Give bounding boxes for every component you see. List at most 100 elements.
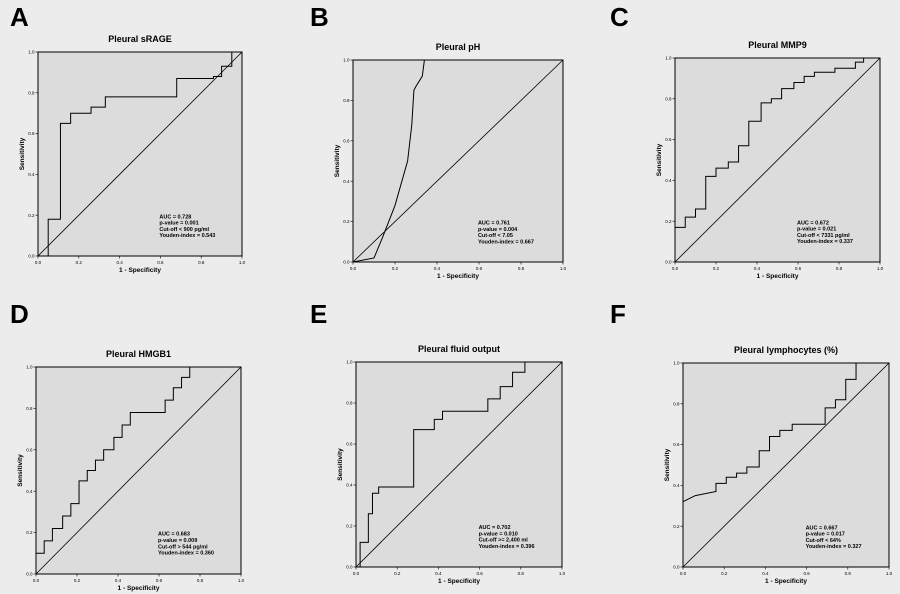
y-tick-label: 1.0 bbox=[673, 361, 680, 366]
x-tick-label: 1.0 bbox=[877, 266, 884, 271]
y-tick-label: 0.2 bbox=[665, 219, 672, 224]
y-tick-label: 0.0 bbox=[673, 565, 680, 570]
y-tick-label: 1.0 bbox=[665, 56, 672, 61]
panel-letter: C bbox=[610, 2, 629, 32]
x-tick-label: 0.0 bbox=[35, 260, 42, 265]
x-tick-label: 0.8 bbox=[198, 260, 205, 265]
y-tick-label: 0.6 bbox=[26, 447, 33, 452]
reference-line bbox=[37, 51, 243, 257]
stat-line: AUC = 0.702 bbox=[479, 525, 511, 531]
x-tick-label: 0.6 bbox=[476, 266, 483, 271]
y-tick-label: 0.4 bbox=[673, 483, 680, 488]
panel-d: D Pleural HMGB1 0.0 0.0 0.2 0.2 0.4 0.4 0.6 0.6 0… bbox=[0, 297, 300, 594]
reference-line bbox=[35, 366, 242, 575]
y-tick-label: 0.6 bbox=[346, 442, 353, 447]
y-tick-label: 0.4 bbox=[346, 483, 353, 488]
y-tick-label: 0.2 bbox=[346, 524, 353, 529]
y-tick-label: 0.8 bbox=[28, 90, 35, 95]
x-tick-label: 0.6 bbox=[795, 266, 802, 271]
panel-letter: E bbox=[310, 299, 328, 329]
panel-letter: F bbox=[610, 299, 626, 329]
stat-line: AUC = 0.728 bbox=[159, 214, 191, 220]
chart-title: Pleural lymphocytes (%) bbox=[734, 345, 838, 355]
y-tick-label: 0.6 bbox=[665, 137, 672, 142]
roc-curve bbox=[38, 51, 242, 257]
chart-title: Pleural pH bbox=[436, 42, 481, 52]
x-tick-label: 0.8 bbox=[845, 571, 852, 576]
x-tick-label: 0.8 bbox=[836, 266, 843, 271]
x-axis-label: 1 - Specificity bbox=[118, 585, 160, 592]
x-tick-label: 0.2 bbox=[713, 266, 720, 271]
y-tick-label: 0.4 bbox=[28, 172, 35, 177]
roc-curve bbox=[674, 57, 880, 262]
stat-line: AUC = 0.667 bbox=[806, 525, 838, 531]
reference-line bbox=[674, 57, 881, 263]
reference-line bbox=[355, 361, 563, 568]
y-axis-label: Sensitivity bbox=[17, 454, 24, 487]
x-tick-label: 0.4 bbox=[762, 571, 769, 576]
x-tick-label: 0.4 bbox=[434, 266, 441, 271]
chart-title: Pleural sRAGE bbox=[108, 34, 172, 44]
x-tick-label: 1.0 bbox=[560, 266, 567, 271]
stat-line: p-value = 0.010 bbox=[479, 531, 518, 537]
panel-letter: B bbox=[310, 2, 329, 32]
stat-line: AUC = 0.761 bbox=[478, 221, 510, 227]
stat-line: Youden-index = 0.543 bbox=[159, 233, 215, 239]
y-tick-label: 0.6 bbox=[673, 442, 680, 447]
y-tick-label: 0.8 bbox=[665, 96, 672, 101]
x-tick-label: 0.0 bbox=[353, 571, 360, 576]
stat-line: Youden-index = 0.327 bbox=[806, 544, 862, 550]
reference-line bbox=[352, 59, 564, 263]
y-axis-label: Sensitivity bbox=[656, 143, 663, 176]
x-tick-label: 0.4 bbox=[116, 260, 123, 265]
y-tick-label: 0.2 bbox=[28, 213, 35, 218]
x-tick-label: 1.0 bbox=[239, 260, 246, 265]
x-tick-label: 0.0 bbox=[33, 578, 40, 583]
stat-line: p-value = 0.021 bbox=[797, 227, 836, 233]
panel-e: E Pleural fluid output 0.0 0.0 0.2 0.2 0.4 0.4… bbox=[300, 297, 600, 594]
x-tick-label: 0.8 bbox=[197, 578, 204, 583]
x-tick-label: 0.6 bbox=[156, 578, 163, 583]
x-tick-label: 0.6 bbox=[157, 260, 164, 265]
y-tick-label: 1.0 bbox=[28, 50, 35, 55]
y-tick-label: 0.8 bbox=[343, 98, 350, 103]
x-tick-label: 0.8 bbox=[518, 266, 525, 271]
stat-line: p-value = 0.009 bbox=[158, 538, 197, 544]
x-tick-label: 1.0 bbox=[238, 578, 245, 583]
chart-title: Pleural fluid output bbox=[418, 344, 500, 354]
x-tick-label: 0.4 bbox=[435, 571, 442, 576]
y-axis-label: Sensitivity bbox=[19, 137, 26, 170]
panel-b: B Pleural pH 0.0 0.0 0.2 0.2 0.4 0.4 0.6 0.6 0.8 0… bbox=[300, 0, 600, 297]
stat-line: p-value = 0.001 bbox=[159, 221, 198, 227]
x-tick-label: 0.2 bbox=[394, 571, 401, 576]
panel-a: A Pleural sRAGE 0.0 0.0 0.2 0.2 0.4 0.4 0.6 0.6 0… bbox=[0, 0, 300, 297]
x-axis-label: 1 - Specificity bbox=[438, 578, 480, 585]
chart-title: Pleural MMP9 bbox=[748, 40, 807, 50]
y-tick-label: 0.6 bbox=[343, 138, 350, 143]
y-tick-label: 0.4 bbox=[665, 178, 672, 183]
roc-chart-f: Pleural lymphocytes (%) 0.00.0 0.2 0.2 0.4 0.… bbox=[664, 345, 893, 585]
x-tick-label: 0.8 bbox=[518, 571, 525, 576]
y-tick-label: 0.8 bbox=[346, 401, 353, 406]
y-tick-label: 0.4 bbox=[26, 489, 33, 494]
reference-line bbox=[682, 362, 890, 568]
x-tick-label: 0.2 bbox=[74, 578, 81, 583]
y-tick-label: 1.0 bbox=[26, 365, 33, 370]
y-tick-label: 0.6 bbox=[28, 131, 35, 136]
stat-line: Cut-off < 900 pg/ml bbox=[159, 227, 209, 233]
x-tick-label: 1.0 bbox=[559, 571, 566, 576]
y-tick-label: 1.0 bbox=[343, 58, 350, 63]
stat-line: Cut-off >= 2,400 ml bbox=[479, 538, 529, 544]
y-tick-label: 0.8 bbox=[673, 401, 680, 406]
stat-line: p-value = 0.004 bbox=[478, 227, 518, 233]
y-tick-label: 0.0 bbox=[346, 565, 353, 570]
x-tick-label: 0.6 bbox=[476, 571, 483, 576]
panel-letter: D bbox=[10, 299, 29, 329]
stat-line: Cut-off < 64% bbox=[806, 538, 841, 544]
stat-line: Youden-index = 0.396 bbox=[479, 544, 535, 550]
x-tick-label: 0.4 bbox=[754, 266, 761, 271]
y-tick-label: 0.2 bbox=[26, 530, 33, 535]
roc-curve bbox=[682, 362, 889, 503]
x-tick-label: 0.0 bbox=[672, 266, 679, 271]
x-tick-label: 1.0 bbox=[886, 571, 893, 576]
